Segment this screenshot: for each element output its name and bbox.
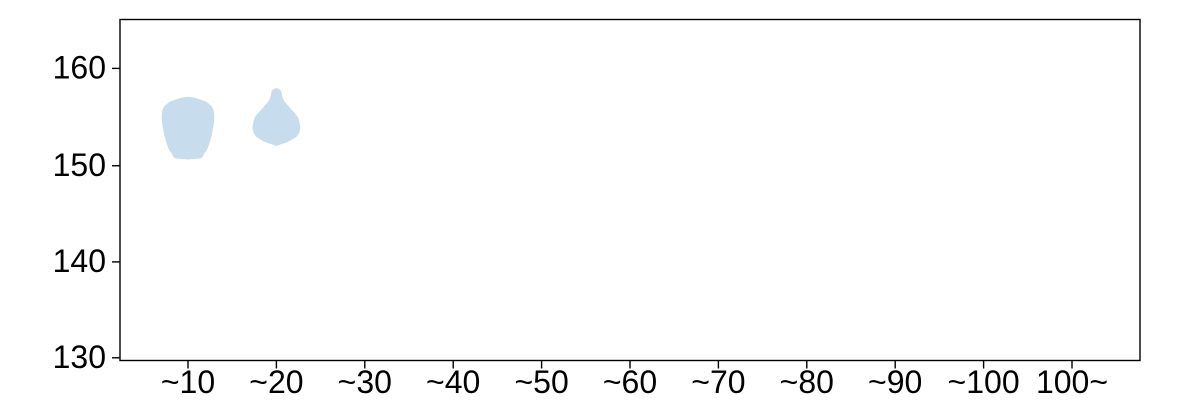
svg-text:140: 140 xyxy=(53,243,106,279)
svg-text:~30: ~30 xyxy=(338,364,392,400)
svg-text:~100: ~100 xyxy=(948,364,1020,400)
svg-text:~90: ~90 xyxy=(868,364,922,400)
svg-text:130: 130 xyxy=(53,339,106,375)
svg-text:~50: ~50 xyxy=(514,364,568,400)
svg-text:~20: ~20 xyxy=(249,364,303,400)
svg-text:~10: ~10 xyxy=(161,364,215,400)
svg-text:150: 150 xyxy=(53,147,106,183)
svg-text:160: 160 xyxy=(53,50,106,86)
svg-text:~80: ~80 xyxy=(780,364,834,400)
svg-text:~40: ~40 xyxy=(426,364,480,400)
svg-text:100~: 100~ xyxy=(1036,364,1108,400)
svg-text:~70: ~70 xyxy=(691,364,745,400)
svg-text:~60: ~60 xyxy=(603,364,657,400)
